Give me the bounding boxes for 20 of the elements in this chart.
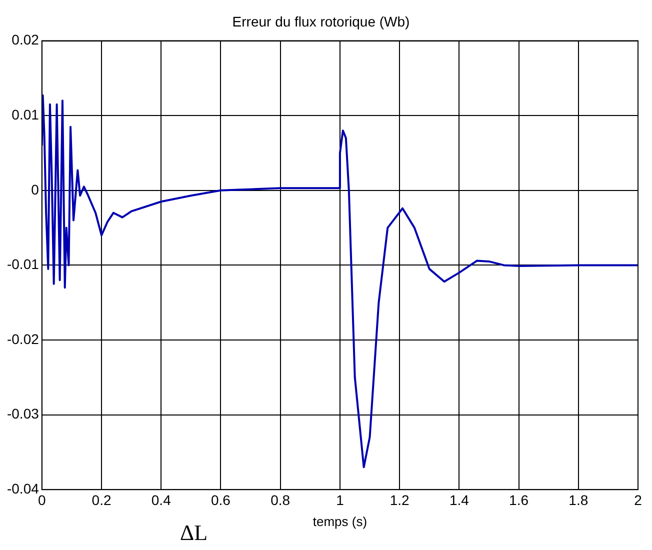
- y-tick-label: 0.02: [12, 32, 40, 48]
- x-tick-label: 1: [336, 492, 344, 508]
- x-tick-label: 1.6: [509, 492, 529, 508]
- text: ΔL: [180, 520, 208, 545]
- x-tick-label: 1.4: [449, 492, 470, 508]
- x-tick-label: 2: [634, 492, 642, 508]
- y-tick-label: 0: [31, 181, 40, 198]
- y-tick-label: 0.01: [12, 106, 40, 122]
- x-tick-label: 0.8: [270, 492, 290, 508]
- y-tick-label: -0.04: [6, 480, 40, 496]
- x-tick-label: 0.2: [92, 492, 112, 508]
- chart-title: Erreur du flux rotorique (Wb): [232, 13, 410, 30]
- x-axis-title: temps (s): [312, 514, 368, 529]
- y-tick-label: -0.03: [6, 406, 40, 422]
- y-tick-label: -0.01: [6, 256, 40, 272]
- x-tick-label: 0.4: [151, 492, 172, 508]
- x-tick-label: 0.6: [211, 492, 231, 508]
- x-tick-label: 1.2: [390, 492, 410, 508]
- x-tick-label: 1.8: [568, 492, 588, 508]
- y-tick-label: -0.02: [6, 330, 40, 347]
